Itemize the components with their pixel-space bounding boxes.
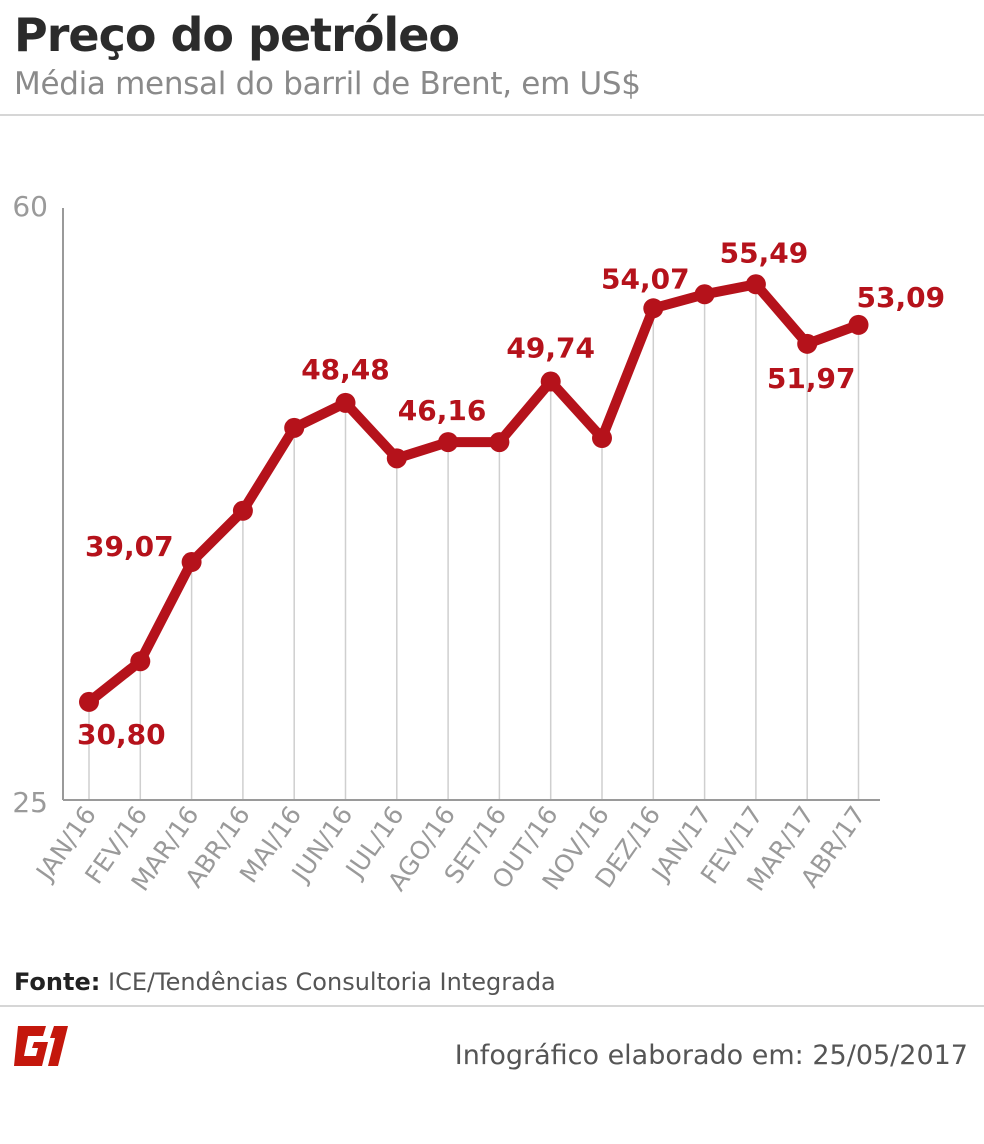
data-label: 39,07 xyxy=(85,530,174,563)
data-point xyxy=(335,392,356,413)
data-point xyxy=(643,298,664,319)
chart-subtitle: Média mensal do barril de Brent, em US$ xyxy=(14,66,641,102)
series-path xyxy=(84,279,864,707)
y-tick-label: 25 xyxy=(12,786,48,819)
data-label: 53,09 xyxy=(857,281,946,314)
source-note: Fonte: ICE/Tendências Consultoria Integr… xyxy=(14,968,556,996)
data-point xyxy=(489,432,510,453)
data-point xyxy=(130,651,151,672)
header-divider xyxy=(0,114,984,116)
data-points xyxy=(79,274,869,712)
data-label: 51,97 xyxy=(767,362,856,395)
data-point xyxy=(540,371,561,392)
data-point xyxy=(592,428,612,449)
axes xyxy=(62,208,880,801)
data-label: 54,07 xyxy=(601,262,690,295)
source-text: ICE/Tendências Consultoria Integrada xyxy=(107,968,556,996)
y-tick-label: 60 xyxy=(12,190,48,223)
data-label: 49,74 xyxy=(506,332,595,365)
data-point xyxy=(386,448,407,469)
data-point xyxy=(232,500,253,521)
data-point xyxy=(745,274,766,295)
data-point xyxy=(79,691,99,712)
data-point xyxy=(797,333,818,354)
data-point xyxy=(694,284,715,305)
grid-lines xyxy=(88,284,860,800)
data-label: 30,80 xyxy=(77,718,166,751)
series-line xyxy=(84,279,864,707)
data-point xyxy=(438,432,459,453)
data-point xyxy=(848,314,869,335)
data-point xyxy=(181,552,202,573)
g1-logo xyxy=(14,1026,68,1066)
chart-title: Preço do petróleo xyxy=(14,8,460,62)
credit-note: Infográfico elaborado em: 25/05/2017 xyxy=(454,1040,968,1071)
footer-divider xyxy=(0,1005,984,1007)
data-label: 46,16 xyxy=(398,394,487,427)
data-label: 55,49 xyxy=(720,236,809,269)
data-point xyxy=(284,417,305,438)
data-label: 48,48 xyxy=(301,353,390,386)
source-label: Fonte: xyxy=(14,968,101,996)
